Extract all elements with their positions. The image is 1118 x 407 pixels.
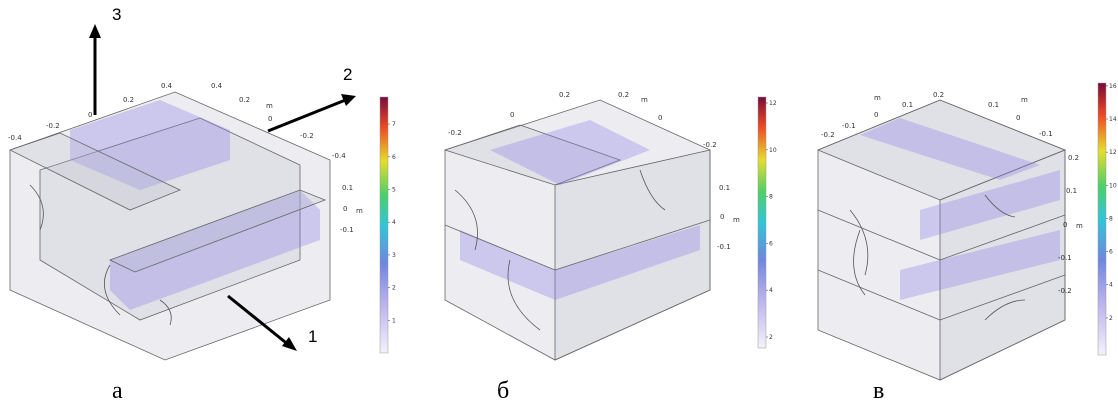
axis-tick-label: 0.1: [1066, 187, 1077, 195]
axis-tick-label: 0.1: [988, 101, 999, 109]
colorbar-tick-label: 2: [392, 285, 396, 292]
axis-tick-label: 0: [1016, 114, 1020, 122]
axis-tick-label: -0.2: [46, 122, 60, 130]
axis-tick-label: 0: [343, 205, 347, 213]
colorbar-tick-label: 4: [769, 287, 773, 294]
axis-tick-label: 0.4: [211, 82, 223, 90]
colorbar-tick-label: 2: [1109, 315, 1113, 322]
axis-tick-label: 0.2: [559, 91, 570, 99]
axis-tick-label: -0.1: [842, 122, 856, 130]
axis-tick-label: m: [874, 94, 881, 102]
axis-tick-label: 0.2: [933, 91, 944, 99]
axis-tick-label: 0: [658, 114, 662, 122]
axis-tick-label: -0.1: [717, 243, 731, 251]
colorbar-tick-label: 8: [769, 194, 773, 201]
colorbar-tick-label: 6: [769, 240, 773, 247]
axis-tick-label: m: [733, 216, 740, 224]
panel-label: в: [873, 378, 884, 404]
axis-tick-label: 0.2: [123, 96, 134, 104]
axis-tick-label: -0.2: [300, 132, 314, 140]
axis-tick-label: 0.1: [342, 184, 353, 192]
panel-a-render: [10, 24, 356, 360]
axis-tick-label: -0.1: [1058, 254, 1072, 262]
axis-tick-label: 0.1: [719, 184, 730, 192]
colorbar-tick-label: 12: [769, 100, 777, 107]
colorbar-tick-label: 1: [392, 317, 396, 324]
axis-tick-label: 0: [268, 115, 272, 123]
colorbar-tick-label: 6: [392, 154, 396, 161]
axis-tick-label: m: [641, 96, 648, 104]
colorbar-tick-label: 12: [1109, 149, 1117, 156]
colorbar-tick-label: 5: [392, 187, 396, 194]
colorbar-tick-label: 4: [392, 219, 396, 226]
axis-tick-label: -0.4: [8, 134, 22, 142]
colorbar-tick-label: 7: [392, 121, 396, 128]
axis-label: 3: [112, 5, 121, 24]
axis-tick-label: -0.2: [1058, 287, 1072, 295]
axis-tick-label: -0.1: [340, 226, 354, 234]
axis-tick-label: 0: [1063, 221, 1067, 229]
axis-tick-label: 0: [720, 213, 724, 221]
axis-tick-label: m: [1076, 222, 1083, 230]
axis-tick-label: -0.2: [821, 131, 835, 139]
panel-c-render: [818, 100, 1065, 380]
axis-tick-label: m: [1021, 96, 1028, 104]
axis-tick-label: 0.2: [239, 96, 250, 104]
colorbar-tick-label: 8: [1109, 215, 1113, 222]
colorbar-tick-label: 3: [392, 252, 396, 259]
axis-tick-label: 0: [510, 111, 514, 119]
figure: 3 2 1 а б в -0.4-0.200.20.40.40.2m0-0.2-…: [0, 0, 1118, 407]
colorbar-tick-label: 4: [1109, 282, 1113, 289]
colorbar-tick-label: 10: [1109, 182, 1117, 189]
axis-tick-label: 0.2: [1068, 154, 1079, 162]
axis-tick-label: 0.4: [161, 82, 173, 90]
colorbar-tick-label: 10: [769, 147, 777, 154]
axis-tick-label: -0.4: [332, 152, 346, 160]
colorbar-tick-label: 14: [1109, 116, 1117, 123]
axis-tick-label: -0.1: [1039, 130, 1053, 138]
axis-label: 1: [308, 327, 317, 346]
panel-b-render: [445, 100, 710, 360]
axis-tick-label: m: [266, 102, 273, 110]
axis-tick-label: 0.2: [618, 91, 629, 99]
colorbar-tick-label: 6: [1109, 249, 1113, 256]
colorbar: [758, 97, 766, 348]
axis-label: 2: [343, 65, 352, 84]
colorbar: [380, 97, 388, 353]
axis-tick-label: -0.2: [703, 141, 717, 149]
axis-tick-label: 0: [88, 111, 92, 119]
axis-tick-label: 0.1: [902, 101, 913, 109]
axis-tick-label: -0.2: [448, 129, 462, 137]
panel-label: б: [497, 378, 509, 404]
axis-tick-label: m: [356, 207, 363, 215]
colorbar-tick-label: 16: [1109, 83, 1117, 90]
colorbar: [1098, 83, 1106, 355]
colorbar-tick-label: 2: [769, 334, 773, 341]
axis-tick-label: 0: [874, 111, 878, 119]
panel-label: а: [112, 378, 123, 404]
